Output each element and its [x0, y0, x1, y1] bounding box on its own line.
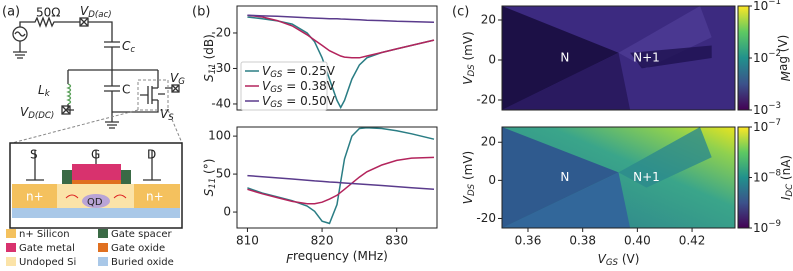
circuit	[11, 16, 183, 144]
heatmap-region	[502, 6, 619, 110]
section-label: n+	[146, 190, 164, 204]
y-tick-label: -20	[211, 25, 231, 39]
x-axis-label: Frequency (MHz)	[286, 249, 388, 266]
colorbar-tick-label: 10−2	[753, 49, 781, 65]
line-series	[247, 127, 435, 225]
plot-frame	[501, 126, 736, 229]
colorbar-tick-label: 10−9	[753, 219, 781, 235]
legend-label: VGS = 0.25V	[262, 64, 336, 80]
panel-label: (a)	[2, 5, 20, 20]
y-tick-label: 20	[481, 13, 496, 27]
plot-frame	[501, 5, 736, 111]
y-tick-label: 50	[216, 167, 231, 181]
terminal-label: VS	[160, 107, 174, 123]
panel-label: (c)	[452, 5, 469, 20]
y-tick-label: 0	[488, 173, 496, 187]
y-tick-label: 0	[223, 205, 231, 219]
legend-label: VGS = 0.50V	[262, 94, 336, 110]
y-axis-label: S11 (°)	[202, 159, 218, 197]
legend-label: Undoped Si	[19, 257, 76, 268]
terminal-label: VG	[170, 71, 185, 87]
y-tick-label: 20	[481, 135, 496, 149]
x-tick-label: 0.40	[624, 234, 651, 248]
terminal-label: VD(ac)	[80, 4, 112, 20]
line-series	[247, 14, 435, 59]
section-label: D	[147, 148, 156, 162]
cross-section	[6, 142, 183, 266]
section-label: n+	[26, 190, 44, 204]
colorbar	[737, 126, 750, 229]
heatmap-region	[618, 127, 712, 188]
section-label: S	[30, 148, 38, 162]
x-tick-label: 820	[311, 234, 334, 248]
x-axis-label: VGS (V)	[598, 252, 640, 268]
heatmap-region	[502, 127, 619, 228]
line-series	[247, 156, 435, 205]
resistor-label: 50Ω	[36, 6, 60, 20]
colorbar-tick-label: 10−7	[753, 118, 781, 134]
colorbar-tick-label: 10−8	[753, 168, 781, 184]
legend-box	[240, 61, 328, 111]
x-tick-label: 810	[236, 234, 259, 248]
component-label: C	[122, 83, 130, 97]
legend-label: Gate spacer	[111, 229, 172, 240]
y-axis-label: VDS (mV)	[461, 151, 477, 204]
component-label: Cc	[122, 39, 135, 55]
legend-label: VGS = 0.38V	[262, 79, 336, 95]
heatmap-region	[502, 172, 631, 228]
y-tick-label: -20	[476, 93, 496, 107]
colorbar-tick-label: 10−1	[753, 0, 781, 13]
y-axis-label: VDS (mV)	[461, 31, 477, 84]
section-label: QD	[87, 197, 103, 208]
y-tick-label: -30	[211, 61, 231, 75]
component-label: Lk	[38, 83, 51, 99]
region-label: N	[560, 51, 569, 65]
legend-label: n+ Silicon	[19, 229, 70, 240]
plot-frame	[236, 126, 438, 229]
y-tick-label: 100	[208, 129, 231, 143]
plot-frame	[236, 5, 438, 111]
region-label: N+1	[633, 51, 660, 65]
colorbar-label: IDC (nA)	[779, 155, 793, 200]
region-label: N	[560, 170, 569, 184]
y-tick-label: -40	[211, 96, 231, 110]
x-tick-label: 830	[385, 234, 408, 248]
line-series	[247, 174, 435, 191]
panel-label: (b)	[192, 5, 210, 20]
y-tick-label: -20	[476, 211, 496, 225]
heatmap-region	[502, 52, 631, 110]
legend-label: Gate oxide	[111, 243, 165, 254]
y-tick-label: 0	[488, 53, 496, 67]
y-axis-label: S11 (dB)	[202, 34, 218, 82]
colorbar-label: Mag (V)	[776, 35, 793, 82]
legend-label: Buried oxide	[111, 257, 174, 268]
x-tick-label: 0.42	[679, 234, 706, 248]
line-series	[247, 14, 435, 24]
terminal-label: VD(DC)	[20, 105, 54, 121]
legend-label: Gate metal	[19, 243, 75, 254]
colorbar-tick-label: 10−3	[753, 101, 781, 117]
x-tick-label: 0.36	[515, 234, 542, 248]
x-tick-label: 0.38	[569, 234, 596, 248]
region-label: N+1	[633, 170, 660, 184]
heatmap-region	[630, 45, 712, 69]
section-label: G	[91, 148, 100, 162]
colorbar	[737, 5, 750, 111]
